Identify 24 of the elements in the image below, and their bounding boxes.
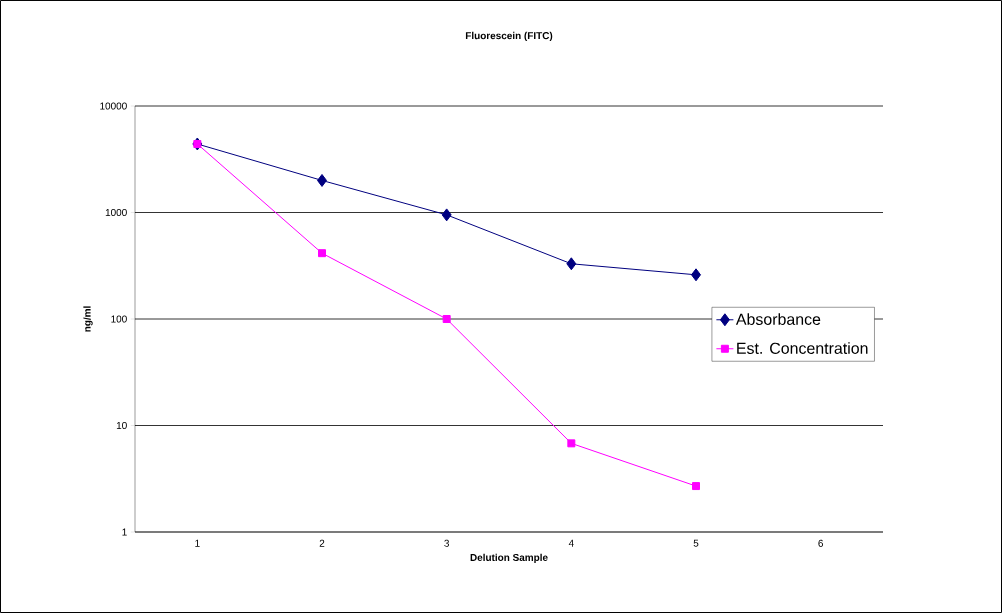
point — [691, 268, 701, 282]
legend-label: Est. Concentration — [737, 342, 868, 354]
x-axis-title: Delution Sample — [470, 553, 548, 563]
x-tick-label: 6 — [818, 539, 824, 547]
y-tick-label: 100 — [111, 315, 127, 323]
point — [566, 257, 577, 271]
x-tick-label: 5 — [693, 539, 699, 547]
x-tick-label: 1 — [195, 539, 200, 547]
chart-title: Fluorescein (FITC) — [465, 31, 553, 42]
y-axis-title: ng/ml — [83, 306, 93, 332]
y-tick-label: 1 — [122, 528, 127, 536]
legend-label: Absorbance — [735, 313, 821, 325]
point — [318, 249, 326, 258]
y-tick-label: 10 — [116, 421, 127, 430]
y-tick-label: 1000 — [105, 208, 127, 217]
point — [441, 208, 452, 222]
x-tick-label: 3 — [444, 539, 450, 547]
point — [567, 439, 576, 448]
y-tick-label: 10000 — [100, 102, 127, 110]
point — [692, 482, 700, 491]
x-tick-label: 2 — [319, 539, 325, 547]
point — [442, 315, 451, 323]
x-tick-label: 4 — [568, 539, 574, 547]
point — [317, 173, 327, 187]
